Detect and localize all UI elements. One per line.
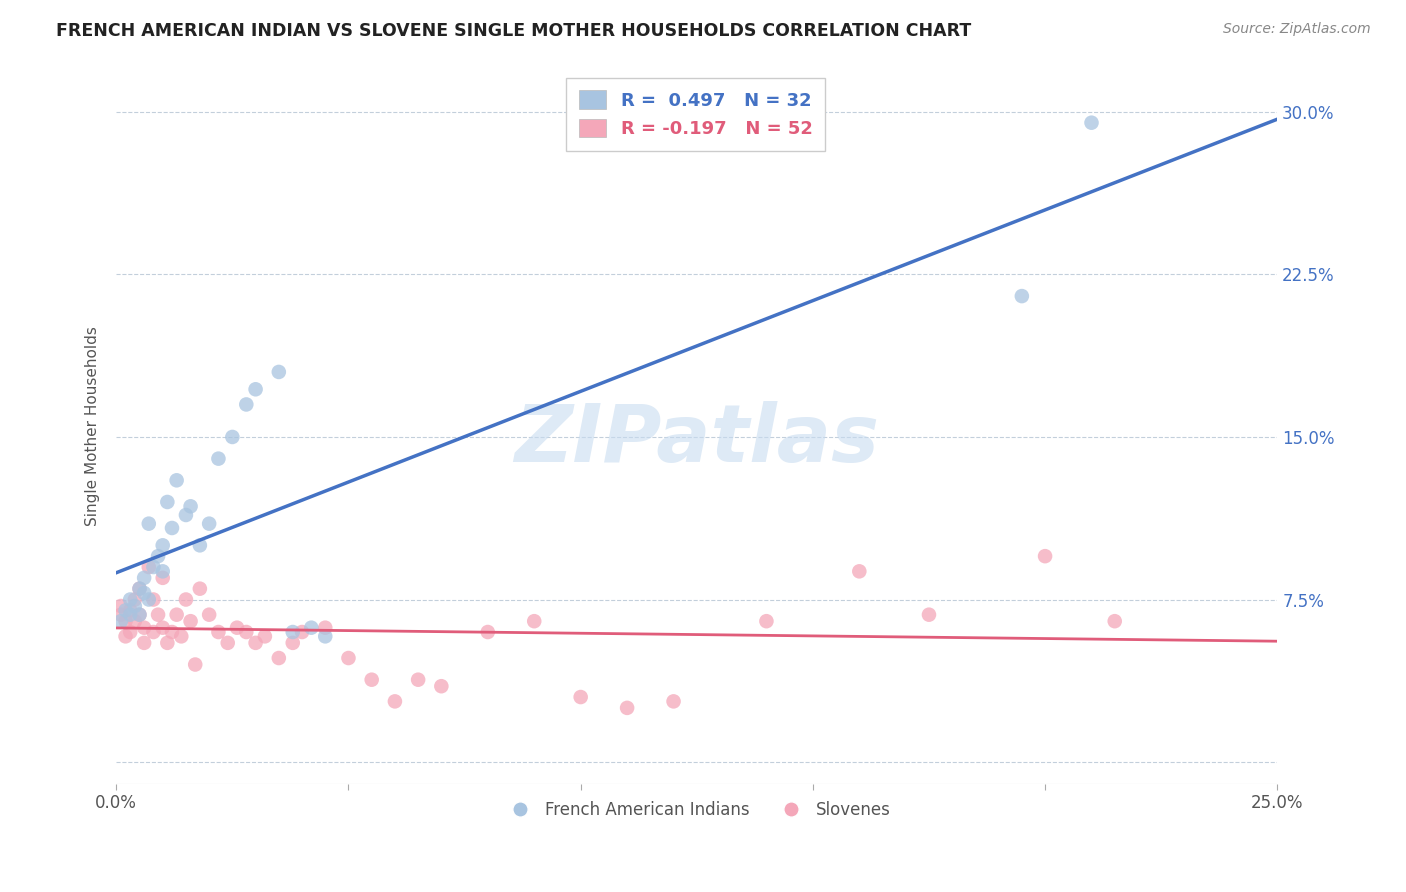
Legend: French American Indians, Slovenes: French American Indians, Slovenes (496, 794, 897, 825)
Point (110, 599, 132, 613)
Point (152, 571, 174, 585)
Point (146, 607, 169, 622)
Point (160, 625, 183, 640)
Point (120, 592, 142, 607)
Point (174, 592, 197, 607)
Point (134, 621, 156, 635)
Point (114, 603, 136, 617)
Point (180, 614, 202, 628)
Point (142, 560, 165, 574)
Point (110, 614, 132, 628)
Point (226, 621, 249, 635)
Point (184, 657, 207, 672)
Point (207, 625, 229, 640)
Point (253, 629, 276, 643)
Point (848, 565, 870, 579)
Point (134, 636, 156, 650)
Point (477, 625, 499, 640)
Point (281, 636, 304, 650)
Point (245, 636, 267, 650)
Point (188, 582, 211, 596)
Text: FRENCH AMERICAN INDIAN VS SLOVENE SINGLE MOTHER HOUSEHOLDS CORRELATION CHART: FRENCH AMERICAN INDIAN VS SLOVENE SINGLE… (56, 22, 972, 40)
Point (166, 607, 188, 622)
Point (156, 495, 179, 509)
Point (207, 451, 229, 466)
Point (120, 607, 142, 622)
Point (755, 614, 778, 628)
Point (569, 690, 592, 704)
Point (314, 621, 336, 635)
Point (616, 701, 638, 715)
Point (120, 603, 142, 617)
Point (406, 673, 429, 687)
Point (337, 651, 360, 665)
Point (170, 629, 193, 643)
Point (128, 582, 150, 596)
Point (152, 621, 174, 635)
Point (166, 473, 188, 487)
Point (110, 607, 132, 622)
Text: ZIPatlas: ZIPatlas (515, 401, 879, 479)
Point (217, 636, 239, 650)
Point (188, 538, 211, 552)
Point (138, 516, 160, 531)
Point (146, 549, 169, 564)
Point (138, 592, 160, 607)
Point (662, 694, 685, 708)
Point (1033, 549, 1056, 564)
Point (124, 614, 146, 628)
Point (142, 592, 165, 607)
Point (124, 599, 146, 613)
Point (314, 629, 336, 643)
Point (134, 571, 156, 585)
Point (245, 382, 267, 396)
Point (198, 607, 221, 622)
Point (114, 614, 136, 628)
Point (124, 592, 146, 607)
Point (138, 560, 160, 574)
Text: Source: ZipAtlas.com: Source: ZipAtlas.com (1223, 22, 1371, 37)
Point (430, 679, 453, 693)
Point (128, 607, 150, 622)
Point (128, 607, 150, 622)
Point (142, 625, 165, 640)
Point (523, 614, 546, 628)
Point (291, 625, 314, 640)
Point (114, 629, 136, 643)
Point (198, 516, 221, 531)
Point (128, 582, 150, 596)
Point (235, 625, 257, 640)
Y-axis label: Single Mother Households: Single Mother Households (86, 326, 100, 526)
Point (156, 636, 179, 650)
Point (299, 621, 322, 635)
Point (180, 500, 202, 514)
Point (1011, 289, 1033, 303)
Point (360, 673, 382, 687)
Point (160, 521, 183, 535)
Point (267, 651, 290, 665)
Point (235, 397, 257, 411)
Point (267, 365, 290, 379)
Point (281, 625, 304, 640)
Point (1104, 614, 1126, 628)
Point (384, 694, 406, 708)
Point (152, 565, 174, 579)
Point (918, 607, 941, 622)
Point (1080, 116, 1102, 130)
Point (221, 430, 243, 444)
Point (174, 508, 197, 522)
Point (152, 538, 174, 552)
Point (120, 625, 142, 640)
Point (134, 586, 156, 600)
